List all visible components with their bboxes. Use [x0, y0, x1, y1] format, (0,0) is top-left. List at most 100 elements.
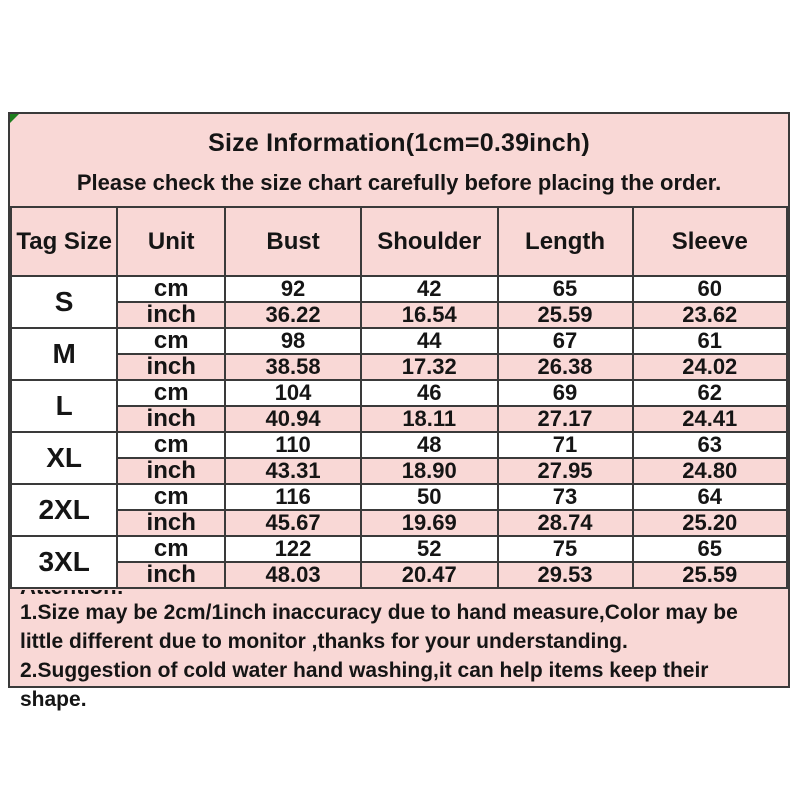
column-header-sleeve: Sleeve: [631, 206, 789, 277]
measurement-value: 40.94: [224, 405, 362, 433]
measurement-value: 25.59: [496, 301, 634, 329]
measurement-value: 116: [224, 483, 362, 511]
measurement-value: 75: [496, 535, 634, 563]
measurement-value: 25.20: [631, 509, 789, 537]
table-row-inch: inch 38.58 17.32 26.38 24.02: [11, 353, 789, 381]
corner-flag-icon: [10, 114, 19, 123]
measurement-value: 104: [224, 379, 362, 407]
measurement-value: 61: [631, 327, 789, 355]
measurement-value: 19.69: [359, 509, 499, 537]
measurement-value: 44: [359, 327, 499, 355]
column-header-unit: Unit: [116, 206, 227, 277]
table-row-inch: inch 36.22 16.54 25.59 23.62: [11, 301, 789, 329]
header-row: Tag Size Unit Bust Shoulder Length Sleev…: [9, 206, 789, 277]
measurement-value: 65: [496, 275, 634, 303]
measurement-value: 45.67: [224, 509, 362, 537]
measurement-value: 25.59: [631, 561, 789, 589]
measurement-value: 67: [496, 327, 634, 355]
measurement-value: 62: [631, 379, 789, 407]
measurement-value: 24.41: [631, 405, 789, 433]
measurement-value: 43.31: [224, 457, 362, 485]
unit-cell-inch: inch: [116, 405, 227, 433]
measurement-value: 46: [359, 379, 499, 407]
size-cell: M: [9, 327, 119, 381]
table-row-cm: 2XL cm 116 50 73 64: [9, 483, 789, 537]
unit-cell-cm: cm: [116, 431, 227, 459]
unit-cell-inch: inch: [116, 301, 227, 329]
measurement-value: 18.11: [359, 405, 499, 433]
measurement-value: 63: [631, 431, 789, 459]
size-cell: S: [9, 275, 119, 329]
attention-line-1: 1.Size may be 2cm/1inch inaccuracy due t…: [20, 601, 738, 624]
measurement-value: 122: [224, 535, 362, 563]
measurement-value: 38.58: [224, 353, 362, 381]
measurement-value: 71: [496, 431, 634, 459]
unit-cell-cm: cm: [116, 327, 227, 355]
title-area: Size Information(1cm=0.39inch) Please ch…: [10, 114, 788, 206]
attention-line-4: shape.: [20, 688, 87, 711]
page-title: Size Information(1cm=0.39inch): [208, 128, 590, 157]
attention-label-clipped: Attention:: [20, 590, 780, 598]
column-header-shoulder: Shoulder: [359, 206, 499, 277]
measurement-value: 110: [224, 431, 362, 459]
measurement-value: 27.17: [496, 405, 634, 433]
measurement-value: 28.74: [496, 509, 634, 537]
unit-cell-cm: cm: [116, 275, 227, 303]
measurement-value: 98: [224, 327, 362, 355]
size-cell: 2XL: [9, 483, 119, 537]
measurement-value: 24.80: [631, 457, 789, 485]
measurement-value: 17.32: [359, 353, 499, 381]
size-cell: XL: [9, 431, 119, 485]
unit-cell-inch: inch: [116, 509, 227, 537]
measurement-value: 26.38: [496, 353, 634, 381]
measurement-value: 48: [359, 431, 499, 459]
table-row-inch: inch 48.03 20.47 29.53 25.59: [11, 561, 789, 589]
attention-line-2: little different due to monitor ,thanks …: [20, 630, 628, 653]
size-table-header: Tag Size Unit Bust Shoulder Length Sleev…: [9, 206, 789, 277]
measurement-value: 29.53: [496, 561, 634, 589]
measurement-value: 64: [631, 483, 789, 511]
size-chart-sheet: Size Information(1cm=0.39inch) Please ch…: [8, 112, 790, 711]
table-row-cm: XL cm 110 48 71 63: [9, 431, 789, 485]
measurement-value: 50: [359, 483, 499, 511]
measurement-value: 27.95: [496, 457, 634, 485]
table-row-inch: inch 40.94 18.11 27.17 24.41: [11, 405, 789, 433]
unit-cell-inch: inch: [116, 457, 227, 485]
attention-line-3: 2.Suggestion of cold water hand washing,…: [20, 659, 709, 682]
measurement-value: 42: [359, 275, 499, 303]
measurement-value: 24.02: [631, 353, 789, 381]
attention-section: Attention: 1.Size may be 2cm/1inch inacc…: [10, 589, 788, 714]
column-header-bust: Bust: [224, 206, 362, 277]
measurement-value: 69: [496, 379, 634, 407]
table-row-inch: inch 45.67 19.69 28.74 25.20: [11, 509, 789, 537]
unit-cell-inch: inch: [116, 353, 227, 381]
measurement-value: 60: [631, 275, 789, 303]
measurement-value: 16.54: [359, 301, 499, 329]
measurement-value: 52: [359, 535, 499, 563]
measurement-value: 48.03: [224, 561, 362, 589]
size-table: Tag Size Unit Bust Shoulder Length Sleev…: [9, 206, 789, 589]
column-header-tag-size: Tag Size: [9, 206, 119, 277]
attention-label: Attention:: [20, 590, 780, 598]
unit-cell-cm: cm: [116, 483, 227, 511]
page-subtitle: Please check the size chart carefully be…: [76, 169, 722, 195]
size-cell: 3XL: [9, 535, 119, 589]
measurement-value: 20.47: [359, 561, 499, 589]
measurement-value: 73: [496, 483, 634, 511]
measurement-value: 18.90: [359, 457, 499, 485]
measurement-value: 36.22: [224, 301, 362, 329]
column-header-length: Length: [496, 206, 634, 277]
unit-cell-cm: cm: [116, 379, 227, 407]
unit-cell-inch: inch: [116, 561, 227, 589]
size-cell: L: [9, 379, 119, 433]
unit-cell-cm: cm: [116, 535, 227, 563]
measurement-value: 92: [224, 275, 362, 303]
measurement-value: 65: [631, 535, 789, 563]
table-row-inch: inch 43.31 18.90 27.95 24.80: [11, 457, 789, 485]
measurement-value: 23.62: [631, 301, 789, 329]
